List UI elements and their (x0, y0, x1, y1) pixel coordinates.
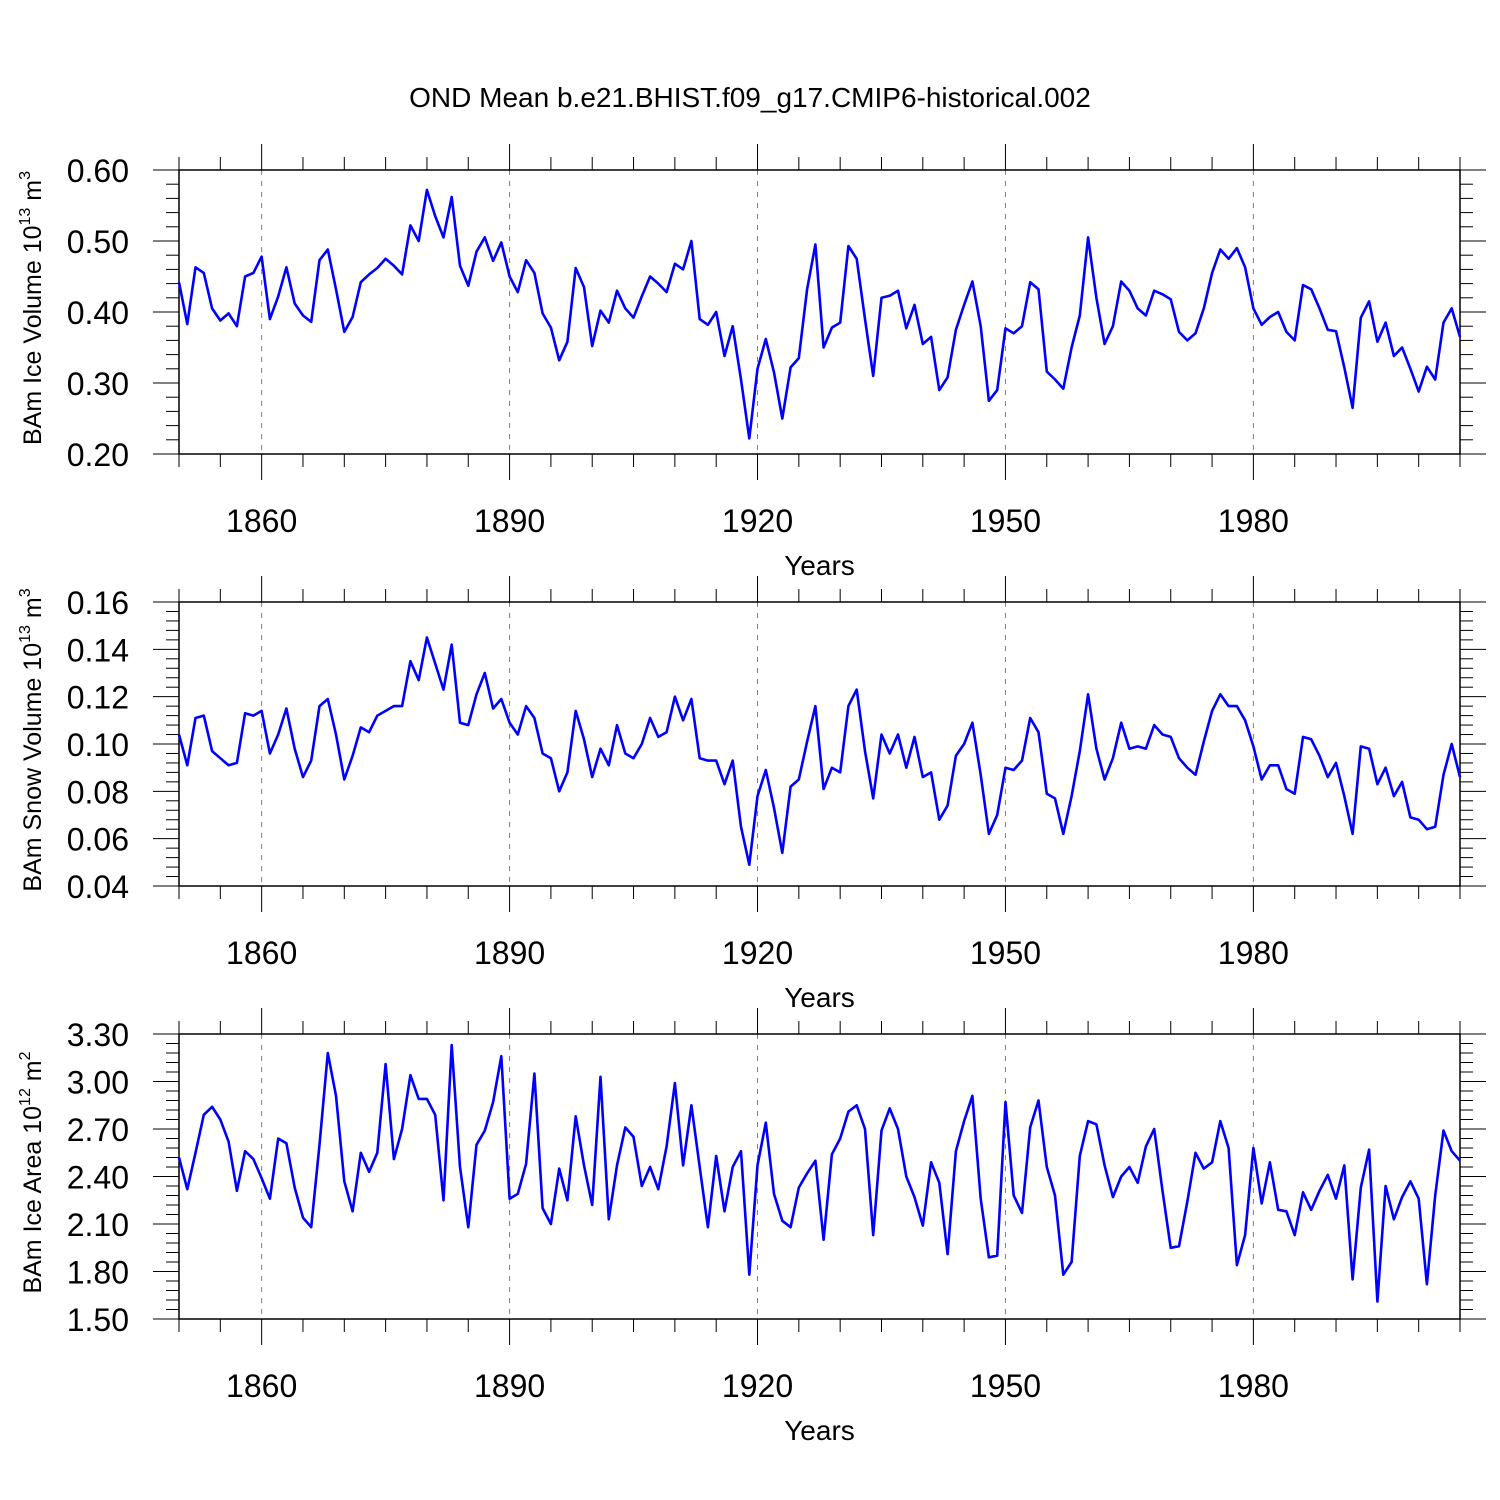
data-series-line (177, 636, 1462, 867)
y-tick-label: 3.30 (67, 1017, 129, 1053)
y-axis-title-superscript: 12 (17, 1088, 34, 1106)
chart-panel-2: 0.04 0.06 0.08 0.10 0.12 0.14 0.16 1860 1890 1920… (17, 576, 1486, 1013)
chart-panel-3: 1.50 1.80 2.10 2.40 2.70 3.00 3.30 1860 1890 1920… (17, 1008, 1486, 1446)
x-tick-label: 1950 (970, 935, 1041, 971)
y-tick-label: 2.40 (67, 1160, 129, 1196)
y-tick-label: 3.00 (67, 1065, 129, 1101)
x-tick-label: 1920 (722, 503, 793, 539)
x-tick-label: 1890 (474, 935, 545, 971)
y-axis-title-superscript: 2 (17, 1051, 34, 1060)
y-axis-title-part: m (19, 1060, 47, 1088)
y-axis-title-superscript: 13 (17, 625, 34, 643)
y-axis-title-part: BAm Snow Volume 10 (19, 643, 47, 892)
x-tick-label: 1980 (1218, 1368, 1289, 1404)
y-axis-title-superscript: 3 (17, 588, 34, 597)
y-axis-title-part: BAm Ice Area 10 (19, 1106, 47, 1294)
y-tick-label: 0.14 (67, 632, 129, 668)
x-tick-label: 1920 (722, 1368, 793, 1404)
x-tick-label: 1920 (722, 935, 793, 971)
y-tick-label: 2.70 (67, 1112, 129, 1148)
y-tick-label: 1.80 (67, 1255, 129, 1291)
y-axis-title-part: BAm Ice Volume 10 (19, 225, 47, 445)
x-axis-title: Years (784, 1415, 855, 1446)
y-tick-label: 0.04 (67, 869, 129, 905)
y-tick-label: 0.20 (67, 437, 129, 473)
y-tick-label: 0.40 (67, 295, 129, 331)
y-axis-title-superscript: 13 (17, 208, 34, 226)
y-tick-label: 0.60 (67, 153, 129, 189)
y-axis-title-superscript: 3 (17, 171, 34, 180)
y-axis-title: BAm Snow Volume 1013 m3 (17, 588, 47, 891)
y-tick-label: 0.50 (67, 224, 129, 260)
y-tick-label: 0.16 (67, 585, 129, 621)
x-axis-title: Years (784, 550, 855, 581)
y-tick-label: 0.10 (67, 727, 129, 763)
y-tick-label: 0.08 (67, 774, 129, 810)
y-axis-title: BAm Ice Volume 1013 m3 (17, 171, 47, 445)
data-series-line (177, 1043, 1461, 1303)
y-axis-title: BAm Ice Area 1012 m2 (17, 1051, 47, 1293)
x-tick-label: 1980 (1218, 503, 1289, 539)
x-tick-label: 1980 (1218, 935, 1289, 971)
x-tick-label: 1860 (226, 503, 297, 539)
x-axis-title: Years (784, 982, 855, 1013)
data-series-line (177, 188, 1462, 440)
y-tick-label: 1.50 (67, 1302, 129, 1338)
x-tick-label: 1890 (474, 503, 545, 539)
y-axis-title-part: m (19, 180, 47, 208)
y-axis-title-part: m (19, 597, 47, 625)
x-tick-label: 1890 (474, 1368, 545, 1404)
chart-title: OND Mean b.e21.BHIST.f09_g17.CMIP6-histo… (409, 82, 1091, 113)
x-tick-label: 1950 (970, 1368, 1041, 1404)
x-tick-label: 1950 (970, 503, 1041, 539)
y-tick-label: 2.10 (67, 1207, 129, 1243)
y-tick-label: 0.06 (67, 822, 129, 858)
y-tick-label: 0.12 (67, 680, 129, 716)
chart-panel-1: 0.20 0.30 0.40 0.50 0.60 1860 1890 1920 1950 1980… (17, 144, 1486, 581)
y-tick-label: 0.30 (67, 366, 129, 402)
x-tick-label: 1860 (226, 1368, 297, 1404)
x-tick-label: 1860 (226, 935, 297, 971)
